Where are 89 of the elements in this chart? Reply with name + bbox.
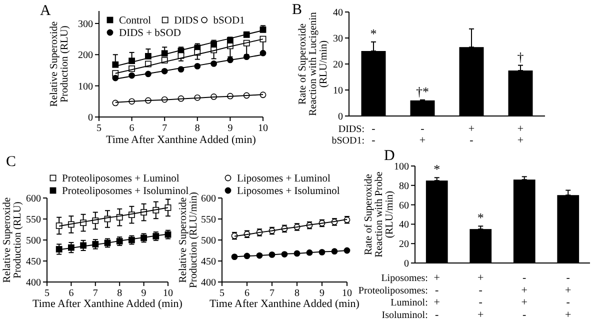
x-tick-label: 6	[244, 288, 250, 299]
text: DIDS:	[338, 124, 364, 135]
annotation: *	[477, 210, 484, 226]
text: A	[40, 3, 51, 19]
x-tick-label: 5	[44, 288, 50, 299]
legend-label: Liposomes + Isoluminol	[237, 186, 340, 198]
x-axis-title: Time After Xanthine Added (min)	[32, 298, 183, 310]
point	[56, 222, 62, 229]
point	[243, 31, 250, 38]
text: Liposomes:	[381, 273, 428, 284]
y-tick-label: 40	[333, 8, 343, 18]
y-tick-label: 10	[333, 86, 343, 96]
x-tick-label: 10	[342, 288, 352, 299]
y-tick-label: 600	[201, 194, 216, 204]
x-tick-label: - -	[372, 123, 376, 146]
y-axis-title: Relative Superoxide Production (RLU)	[48, 20, 70, 107]
y-tick-label: 200	[78, 50, 93, 62]
y-axis-title: Relative Superoxide Production (RLU)	[2, 196, 24, 283]
point	[112, 61, 119, 68]
y-tick-label: 0	[338, 112, 343, 122]
y-tick-label: 500	[26, 236, 41, 246]
y-tick-label: 450	[201, 256, 216, 268]
y-tick-label: 100	[78, 81, 93, 92]
x-tick-label: 9	[320, 288, 324, 299]
x-axis-title: Time After Xanthine Added (min)	[106, 134, 256, 146]
y-tick-label: 450	[26, 256, 41, 268]
legend-label: bSOD1	[213, 16, 245, 27]
x-axis-title: Time After Xanthine Added (min)	[210, 298, 360, 310]
x-tick-label: - + - +	[565, 272, 572, 321]
x-tick-label: + +	[517, 123, 524, 146]
text: B	[292, 2, 302, 18]
y-tick-label: 300	[78, 18, 93, 30]
y-tick-label: 100	[394, 162, 409, 172]
annotation: *	[434, 162, 440, 177]
x-tick-label: + - + -	[434, 272, 440, 321]
y-axis-title: Rate of Superoxide Reaction with Probe (RLU/min)	[364, 171, 396, 258]
text: C	[6, 154, 16, 170]
legend-label: DIDS	[174, 16, 199, 27]
x-tick-label: 8	[194, 123, 200, 134]
y-tick-label: 0	[404, 258, 409, 270]
y-tick-label: 40	[399, 220, 409, 231]
annotation: †	[517, 49, 524, 64]
x-tick-label: + -	[468, 123, 475, 146]
x-tick-label: 7	[162, 123, 168, 134]
x-tick-label: + - - +	[478, 272, 484, 321]
x-tick-label: 9	[141, 288, 146, 299]
point	[56, 246, 62, 252]
y-tick-label: 400	[26, 278, 41, 288]
annotation: *	[370, 26, 377, 41]
y-tick-label: 80	[399, 180, 409, 192]
x-tick-label: 8	[294, 288, 300, 299]
x-tick-label: 5	[96, 123, 102, 134]
x-tick-label: 10	[258, 123, 268, 134]
text: bSOD1:	[332, 136, 364, 146]
annotation: †*	[416, 84, 429, 99]
legend-label: Liposomes + Luminol	[237, 174, 330, 185]
text: Proteoliposomes:	[358, 285, 428, 296]
text: D	[384, 148, 395, 164]
x-tick-label: 8	[117, 288, 122, 299]
x-tick-label: 5	[220, 288, 224, 299]
y-tick-label: 20	[333, 60, 343, 70]
x-tick-label: 10	[163, 288, 173, 299]
point	[260, 36, 266, 42]
legend-label: Control	[119, 16, 152, 27]
y-tick-label: 60	[399, 200, 409, 212]
y-tick-label: 20	[399, 239, 409, 250]
y-tick-label: 550	[201, 214, 216, 226]
x-tick-label: 7	[270, 288, 274, 299]
point	[128, 58, 135, 64]
text: Isoluminol:	[382, 310, 428, 321]
text: Luminol:	[390, 298, 428, 309]
x-tick-label: - +	[419, 123, 426, 146]
y-tick-label: 400	[201, 278, 216, 288]
x-tick-label: 6	[68, 288, 74, 299]
y-tick-label: 500	[201, 236, 216, 246]
y-tick-label: 0	[88, 112, 93, 124]
point	[145, 53, 152, 60]
x-tick-label: 7	[92, 288, 98, 299]
point	[161, 50, 168, 57]
x-tick-label: 6	[129, 123, 134, 134]
y-tick-label: 600	[26, 194, 41, 204]
y-tick-label: 550	[26, 214, 41, 226]
point	[231, 254, 238, 260]
y-tick-label: 30	[333, 34, 343, 44]
legend-label: Proteoliposomes + Luminol	[62, 174, 180, 185]
legend-label: DIDS + bSOD	[119, 28, 182, 40]
x-tick-label: - + + -	[521, 272, 528, 321]
x-tick-label: 9	[228, 123, 233, 134]
point	[260, 50, 266, 56]
